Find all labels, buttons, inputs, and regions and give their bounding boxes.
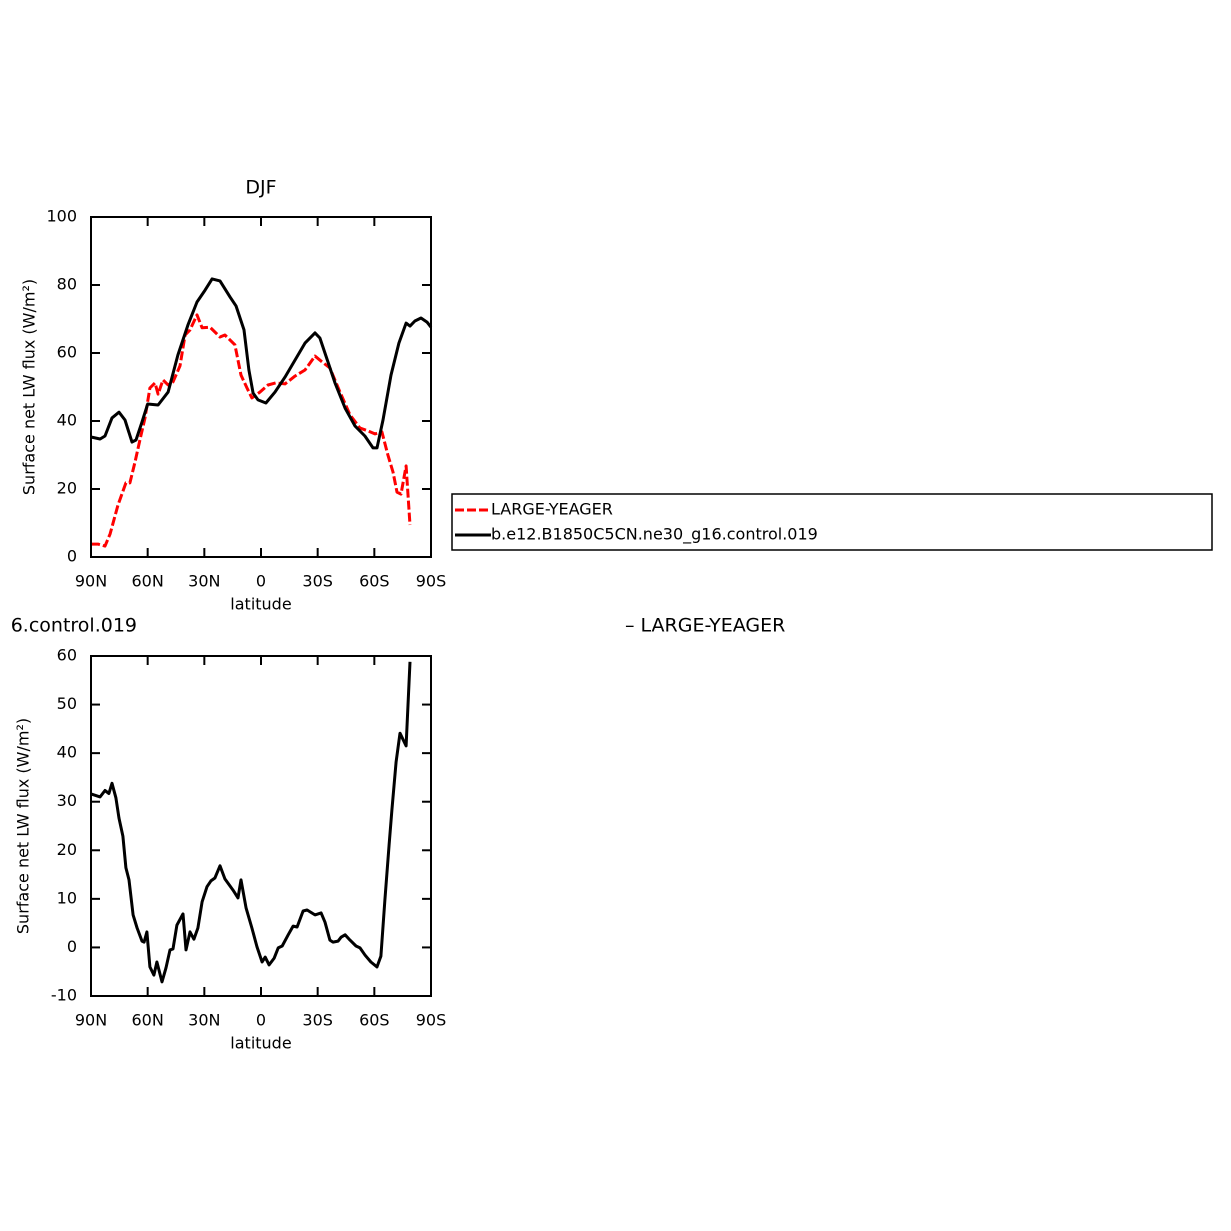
y-tick-label: 30 [57,791,77,810]
x-tick-label: 30S [302,1011,333,1030]
y-tick-label: 10 [57,888,77,907]
x-tick-label: 90S [416,572,447,591]
x-tick-label: 90N [75,572,107,591]
y-tick-label: 20 [57,479,77,498]
data-line [90,661,412,984]
y-axis-label: Surface net LW flux (W/m²) [14,718,33,934]
chart-title: DJF [245,177,276,199]
y-tick-label: 0 [67,937,77,956]
x-tick-label: 90N [75,1011,107,1030]
plot-frame [90,216,432,558]
y-tick-label: 50 [57,694,77,713]
x-tick-label: 60S [359,572,390,591]
x-tick-label: 30N [188,572,220,591]
y-tick-label: 60 [57,646,77,665]
y-tick-label: -10 [51,986,77,1005]
legend-label: b.e12.B1850C5CN.ne30_g16.control.019 [491,525,818,545]
y-tick-label: 0 [67,547,77,566]
x-axis-label: latitude [230,1034,291,1053]
x-tick-label: 60N [132,1011,164,1030]
legend-box [451,493,1213,551]
x-tick-label: 90S [416,1011,447,1030]
y-tick-label: 20 [57,840,77,859]
y-axis-label: Surface net LW flux (W/m²) [20,279,39,495]
x-tick-label: 60N [132,572,164,591]
y-tick-label: 80 [57,275,77,294]
legend-label: LARGE-YEAGER [491,500,613,519]
x-axis-label: latitude [230,595,291,614]
clipped-title: 6.control.019 [11,615,137,637]
clipped-title: – LARGE-YEAGER [625,615,785,637]
y-tick-label: 40 [57,411,77,430]
x-tick-label: 60S [359,1011,390,1030]
y-tick-label: 100 [46,207,77,226]
x-tick-label: 30S [302,572,333,591]
y-tick-label: 40 [57,743,77,762]
y-tick-label: 60 [57,343,77,362]
x-tick-label: 0 [256,572,266,591]
x-tick-label: 0 [256,1011,266,1030]
plot-frame [90,655,432,997]
data-line [90,277,433,450]
data-line [91,313,412,548]
x-tick-label: 30N [188,1011,220,1030]
